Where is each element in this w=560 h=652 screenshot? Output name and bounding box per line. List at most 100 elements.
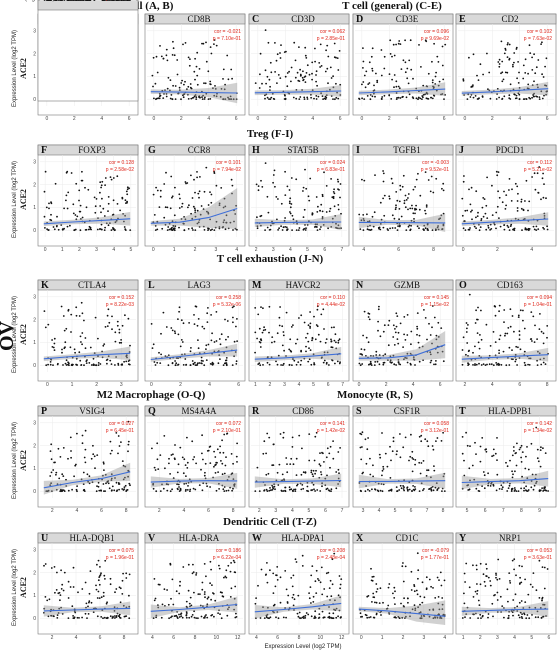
data-point [388, 319, 391, 322]
data-point [436, 226, 439, 229]
gene-axis-label: ACE2 [19, 189, 28, 210]
x-tick-label: 5 [530, 635, 533, 641]
data-point [381, 490, 384, 493]
data-point [397, 225, 399, 228]
data-point [506, 71, 509, 74]
x-tick-label: 6 [237, 382, 240, 388]
panel-strip [352, 144, 454, 156]
data-point [477, 341, 480, 344]
data-point [404, 339, 407, 341]
data-point [503, 224, 506, 226]
data-point [405, 96, 408, 99]
data-point [84, 581, 87, 584]
data-point [393, 344, 396, 346]
data-point [315, 431, 318, 434]
data-point [475, 190, 478, 193]
data-point [441, 187, 443, 190]
data-point [151, 74, 154, 77]
data-point [318, 579, 320, 582]
trend-line [254, 221, 342, 224]
data-point [201, 96, 203, 98]
data-point [462, 78, 465, 81]
data-point [379, 587, 382, 590]
data-point [428, 488, 430, 490]
data-point [70, 172, 73, 174]
data-point [528, 357, 530, 360]
data-point [409, 352, 412, 355]
data-point [199, 176, 201, 178]
data-point [463, 175, 465, 177]
data-point [75, 488, 78, 491]
data-point [316, 305, 319, 308]
data-point [185, 482, 188, 485]
data-point [478, 604, 481, 606]
data-point [235, 616, 238, 618]
data-point [518, 330, 521, 333]
row5-title: Dendritic Cell (T-Z) [223, 516, 317, 528]
data-point [56, 363, 59, 366]
data-point [480, 364, 483, 366]
data-point [506, 56, 509, 58]
data-point [51, 339, 53, 341]
data-point [525, 98, 527, 100]
data-point [528, 606, 531, 609]
data-point [302, 70, 304, 73]
data-point [73, 475, 75, 478]
data-point [517, 314, 520, 317]
data-point [543, 215, 546, 217]
data-point [265, 473, 268, 476]
row2-title: Treg (F-I) [247, 128, 294, 140]
data-point [496, 174, 499, 177]
data-point [520, 207, 523, 210]
data-point [85, 602, 88, 605]
data-point [425, 206, 428, 208]
data-point [223, 490, 226, 492]
data-point [373, 92, 375, 95]
data-point [210, 201, 213, 204]
data-point [119, 601, 122, 604]
data-point [167, 76, 170, 79]
data-point [330, 616, 332, 619]
data-point [535, 482, 537, 484]
data-point [320, 566, 323, 569]
data-point [368, 490, 371, 492]
data-point [292, 593, 295, 596]
data-point [479, 460, 482, 463]
data-point [306, 98, 309, 100]
data-point [469, 96, 472, 98]
data-point [488, 71, 491, 74]
data-point [468, 188, 470, 191]
data-point [441, 228, 444, 230]
data-point [360, 219, 363, 222]
data-point [109, 440, 112, 443]
data-point [369, 98, 372, 101]
data-point [183, 222, 185, 225]
data-point [414, 463, 416, 466]
data-point [178, 226, 180, 229]
data-point [545, 615, 547, 617]
data-point [396, 96, 398, 99]
data-point [308, 459, 311, 462]
data-point [206, 485, 209, 488]
data-point [302, 228, 305, 231]
data-point [520, 581, 523, 584]
x-tick-label: 4 [100, 116, 103, 122]
data-point [407, 193, 410, 195]
data-point [48, 202, 50, 205]
data-point [381, 474, 383, 477]
data-point [276, 471, 279, 474]
data-point [49, 450, 52, 452]
data-point [96, 485, 98, 487]
data-point [83, 221, 86, 224]
data-point [174, 444, 176, 446]
data-point [65, 364, 68, 366]
data-point [95, 490, 98, 493]
data-point [263, 489, 265, 492]
data-point [62, 447, 65, 449]
x-tick-label: 1 [173, 247, 176, 253]
data-point [404, 39, 406, 42]
data-point [168, 462, 170, 465]
data-point [118, 331, 121, 334]
data-point [224, 98, 227, 100]
data-point [413, 604, 416, 607]
